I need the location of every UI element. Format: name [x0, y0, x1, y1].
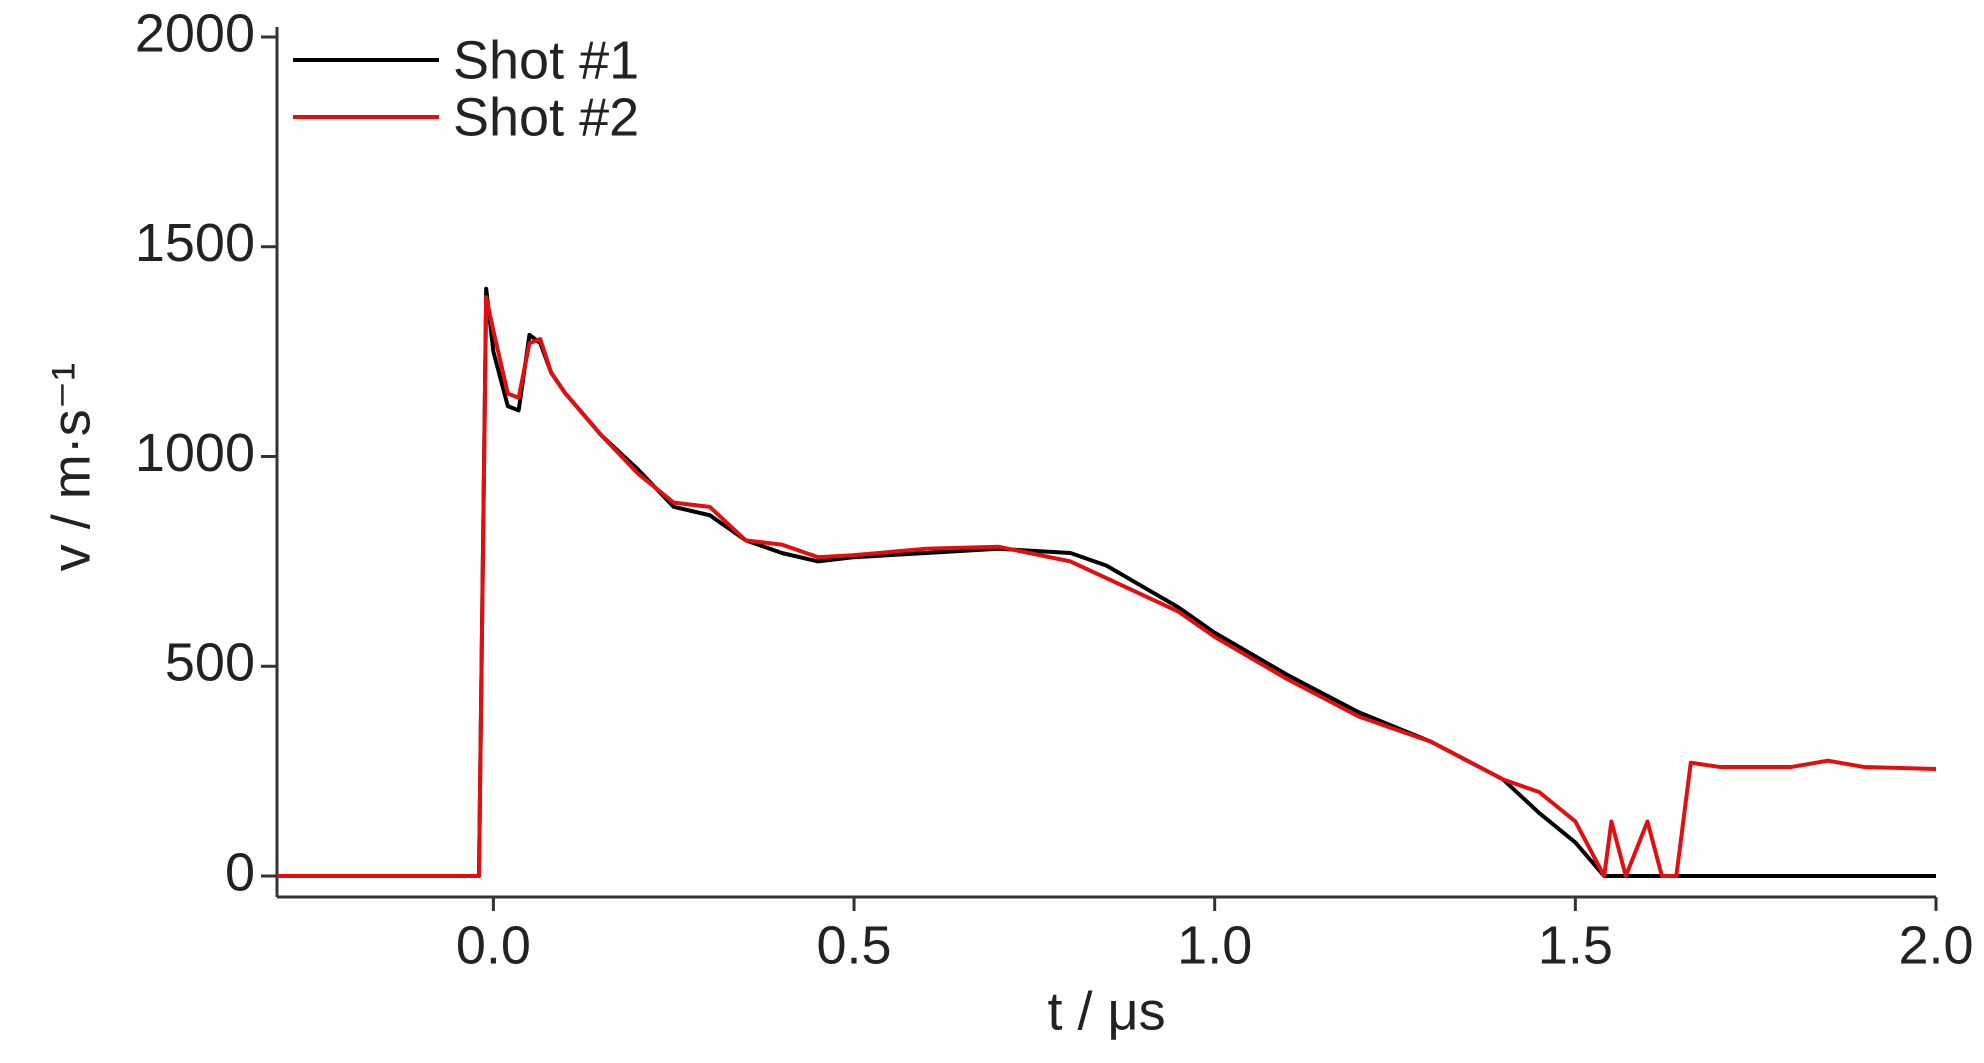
x-tick-label: 0.5 — [817, 915, 892, 975]
x-tick-label: 0.0 — [456, 915, 531, 975]
y-tick-label: 0 — [225, 842, 255, 902]
data-line — [277, 295, 1937, 879]
y-tick-label: 500 — [165, 633, 255, 693]
y-axis-label: v / m·s⁻¹ — [41, 363, 101, 571]
y-tick-label: 2000 — [135, 3, 255, 63]
x-tick-label: 2.0 — [1898, 915, 1973, 975]
legend-label: Shot #1 — [453, 30, 639, 90]
y-tick-label: 1500 — [135, 213, 255, 273]
x-tick-label: 1.5 — [1538, 915, 1613, 975]
x-axis-label: t / μs — [1047, 981, 1165, 1041]
x-tick-label: 1.0 — [1177, 915, 1252, 975]
y-tick-label: 1000 — [135, 423, 255, 483]
legend-label: Shot #2 — [453, 87, 639, 147]
